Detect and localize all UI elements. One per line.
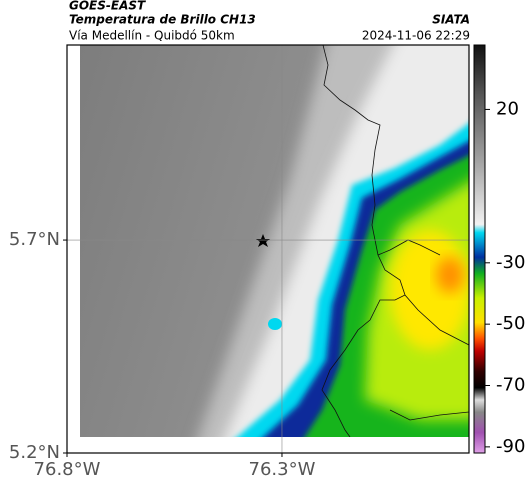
x-tick-label: 76.3°W: [249, 459, 316, 480]
map-frame: [66, 44, 470, 454]
colorbar-tick-label: -70: [496, 375, 525, 396]
y-tick-label: 5.7°N: [9, 229, 60, 250]
x-tick-label: 76.8°W: [34, 459, 101, 480]
source: SIATA: [432, 13, 470, 27]
grid: [67, 45, 469, 453]
colorbar-tick-label: -90: [496, 436, 525, 457]
colorbar: [473, 44, 486, 454]
region: Vía Medellín - Quibdó 50km: [69, 29, 235, 43]
colorbar-tick-label: -50: [496, 313, 525, 334]
product: Temperatura de Brillo CH13: [69, 13, 256, 27]
colorbar-tick-label: -30: [496, 252, 525, 273]
y-tick-label: 5.2°N: [9, 442, 60, 463]
satellite-image: [80, 45, 469, 437]
colorbar-tick-label: 20: [496, 98, 519, 119]
location-marker: [256, 234, 270, 247]
satellite: GOES-EAST: [69, 0, 146, 13]
timestamp: 2024-11-06 22:29: [362, 29, 470, 43]
